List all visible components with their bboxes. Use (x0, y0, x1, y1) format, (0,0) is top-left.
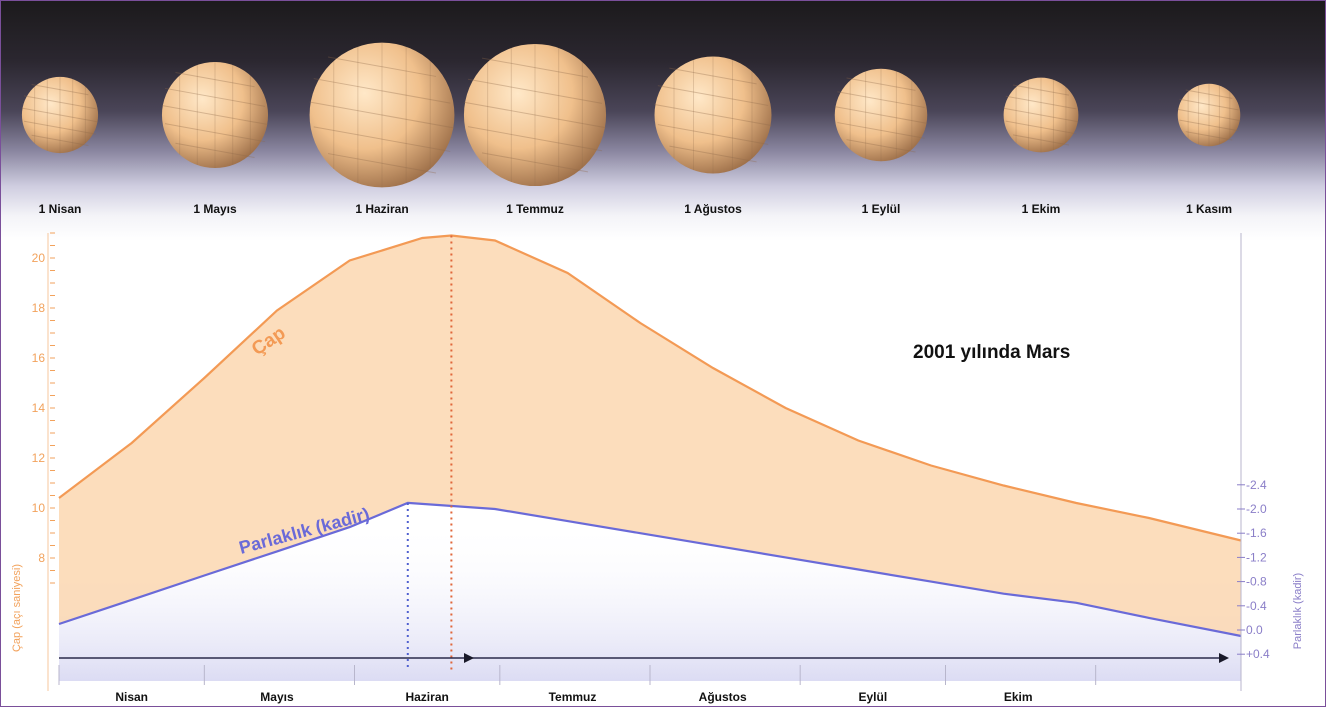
planet-grid-line (1013, 84, 1069, 96)
planet-grid-line (31, 84, 89, 96)
left-tick-label: 14 (32, 401, 46, 415)
planet-disc (161, 61, 269, 169)
planet-grid-line (669, 145, 757, 163)
planet-grid-line (657, 85, 769, 106)
planet-grid-line (657, 124, 769, 145)
right-axis-title: Parlaklık (kadir) (1292, 573, 1304, 649)
planet-5 (654, 56, 772, 174)
planet-grid-line (846, 77, 916, 91)
planet-date-label: 1 Ekim (1022, 202, 1061, 216)
planet-grid-line (175, 142, 255, 158)
planet-grid-line (313, 78, 451, 104)
planet-grid-line (669, 67, 757, 85)
planet-3 (309, 42, 455, 188)
x-tick-label: Nisan (115, 690, 148, 704)
planet-date-label: 1 Mayıs (193, 202, 237, 216)
planet-date-label: 1 Eylül (862, 202, 901, 216)
planet-grid-line (1179, 98, 1239, 111)
left-tick-label: 8 (38, 551, 45, 565)
planet-grid-line (24, 120, 96, 135)
planet-1 (21, 76, 99, 154)
planet-grid-line (21, 107, 99, 123)
x-tick-label: Ekim (1004, 690, 1033, 704)
planet-grid-line (31, 134, 89, 146)
planet-disc (1177, 83, 1241, 147)
planet-date-label: 1 Kasım (1186, 202, 1232, 216)
planet-grid-line (463, 101, 607, 129)
planet-6 (834, 68, 928, 162)
planet-grid-line (175, 72, 255, 88)
planet-date-label: 1 Temmuz (506, 202, 564, 216)
right-tick-label: -0.4 (1246, 599, 1267, 613)
planet-date-label: 1 Ağustos (684, 202, 742, 216)
left-axis-title: Çap (açı saniyesi) (11, 564, 23, 652)
planet-grid-line (1003, 107, 1079, 123)
right-tick-label: -2.0 (1246, 502, 1267, 516)
planet-2 (161, 61, 269, 169)
right-tick-label: -0.8 (1246, 575, 1267, 589)
left-tick-label: 18 (32, 301, 46, 315)
planet-grid-line (467, 78, 603, 104)
planet-date-label: 1 Haziran (355, 202, 408, 216)
planet-disc (463, 43, 607, 187)
planet-date-label: 1 Nisan (39, 202, 82, 216)
planet-grid-line (481, 152, 589, 173)
planet-grid-line (327, 153, 437, 174)
planet-7 (1003, 77, 1079, 153)
right-tick-label: 0.0 (1246, 623, 1263, 637)
planet-grid-line (24, 95, 96, 110)
planet-grid-line (846, 139, 916, 153)
left-tick-label: 16 (32, 351, 46, 365)
planet-grid-line (164, 123, 266, 143)
left-tick-label: 10 (32, 501, 46, 515)
series-brightness-line (58, 501, 1242, 638)
planet-grid-line (467, 126, 603, 152)
planet-grid-line (837, 91, 925, 108)
timeline-opposition-marker (464, 653, 474, 663)
planet-grid-line (654, 103, 772, 127)
right-tick-label: -1.2 (1246, 550, 1267, 564)
series-cap-line (58, 234, 1242, 542)
planet-grid-line (313, 126, 451, 152)
planet-grid-line (164, 87, 266, 107)
planet-grid-line (1185, 89, 1233, 99)
planet-disc (21, 76, 99, 154)
planet-disc (834, 68, 928, 162)
x-tick-label: Temmuz (549, 690, 597, 704)
planet-grid-line (1185, 131, 1233, 141)
planet-disc (654, 56, 772, 174)
x-tick-label: Mayıs (260, 690, 294, 704)
left-tick-label: 20 (32, 251, 46, 265)
x-tick-label: Haziran (405, 690, 448, 704)
x-tick-label: Eylül (858, 690, 887, 704)
planet-grid-line (1005, 95, 1077, 110)
right-tick-label: -2.4 (1246, 478, 1267, 492)
left-tick-label: 12 (32, 451, 46, 465)
planet-grid-line (1005, 120, 1077, 135)
area-fill (59, 235, 1241, 636)
planet-grid-line (1013, 134, 1069, 146)
right-tick-label: +0.4 (1246, 647, 1270, 661)
planet-grid-line (481, 57, 589, 78)
planet-grid-line (834, 106, 928, 124)
planet-grid-line (327, 56, 437, 77)
planet-disc (1003, 77, 1079, 153)
planet-4 (463, 43, 607, 187)
timeline-arrow-head (1219, 653, 1229, 663)
planet-grid-line (161, 104, 269, 126)
planet-disc (309, 42, 455, 188)
planet-grid-line (1177, 108, 1241, 122)
planet-grid-line (309, 101, 455, 129)
planet-grid-line (837, 122, 925, 139)
right-tick-label: -1.6 (1246, 526, 1267, 540)
planet-8 (1177, 83, 1241, 147)
planet-grid-line (1179, 119, 1239, 132)
chart-title: 2001 yılında Mars (913, 342, 1071, 363)
x-tick-label: Ağustos (699, 690, 747, 704)
